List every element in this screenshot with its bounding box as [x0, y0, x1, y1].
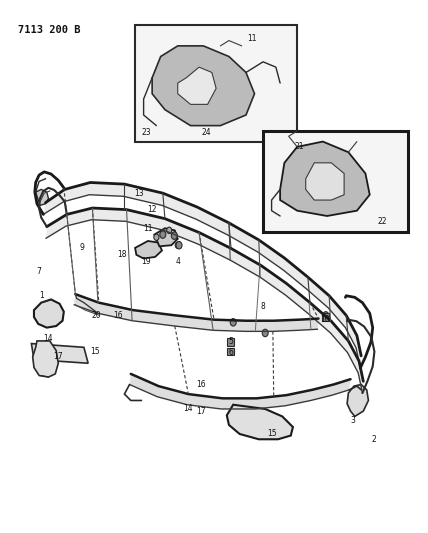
Circle shape — [160, 231, 166, 238]
Polygon shape — [98, 303, 133, 321]
Polygon shape — [157, 386, 188, 405]
Text: 15: 15 — [90, 347, 99, 356]
Bar — [135, 25, 297, 142]
Polygon shape — [89, 182, 125, 196]
Polygon shape — [230, 248, 261, 277]
Polygon shape — [33, 341, 58, 377]
Polygon shape — [283, 258, 308, 289]
Text: 1: 1 — [39, 291, 44, 300]
Polygon shape — [285, 390, 312, 406]
Polygon shape — [126, 209, 165, 230]
Text: 8: 8 — [261, 302, 265, 311]
Polygon shape — [311, 384, 333, 400]
Polygon shape — [221, 398, 257, 409]
Polygon shape — [273, 320, 299, 332]
Text: 16: 16 — [113, 311, 123, 320]
Circle shape — [166, 227, 172, 233]
Polygon shape — [43, 189, 65, 214]
Text: 23: 23 — [142, 128, 151, 137]
Text: 11: 11 — [143, 224, 153, 233]
Text: 10: 10 — [320, 315, 330, 324]
Polygon shape — [162, 193, 197, 219]
Text: 3: 3 — [350, 416, 355, 425]
Polygon shape — [74, 294, 99, 313]
Circle shape — [176, 241, 182, 249]
Polygon shape — [258, 240, 284, 270]
Polygon shape — [260, 265, 286, 295]
Polygon shape — [348, 341, 359, 373]
Polygon shape — [307, 277, 329, 308]
Polygon shape — [46, 214, 67, 238]
Polygon shape — [34, 300, 64, 328]
Text: 12: 12 — [147, 205, 157, 214]
Bar — [227, 348, 234, 356]
Text: 21: 21 — [294, 142, 304, 151]
Text: 17: 17 — [54, 352, 63, 361]
Text: 2: 2 — [372, 435, 376, 444]
Circle shape — [171, 232, 177, 239]
Circle shape — [323, 312, 329, 319]
Text: 15: 15 — [267, 430, 276, 439]
Text: 24: 24 — [202, 128, 211, 137]
Polygon shape — [227, 405, 293, 439]
Polygon shape — [256, 395, 286, 409]
Text: 7113 200 B: 7113 200 B — [18, 25, 80, 35]
Circle shape — [262, 329, 268, 337]
Polygon shape — [187, 394, 223, 409]
Bar — [227, 338, 234, 346]
Polygon shape — [132, 310, 175, 326]
Polygon shape — [175, 316, 214, 330]
Polygon shape — [198, 232, 231, 260]
Polygon shape — [164, 219, 199, 244]
Text: 11: 11 — [247, 34, 256, 43]
Text: 19: 19 — [141, 257, 151, 265]
Text: 5: 5 — [229, 337, 234, 346]
Polygon shape — [347, 384, 369, 416]
Polygon shape — [285, 284, 310, 314]
Polygon shape — [130, 374, 158, 397]
Bar — [263, 131, 408, 232]
Text: 20: 20 — [92, 311, 101, 320]
Polygon shape — [358, 361, 363, 393]
Polygon shape — [245, 321, 274, 332]
Polygon shape — [124, 184, 163, 205]
Polygon shape — [154, 228, 178, 246]
Polygon shape — [330, 321, 348, 353]
Polygon shape — [280, 142, 370, 216]
Text: 14: 14 — [43, 334, 53, 343]
Circle shape — [154, 234, 159, 240]
Polygon shape — [31, 344, 88, 364]
Text: 9: 9 — [79, 244, 84, 253]
Polygon shape — [135, 241, 162, 259]
Text: 16: 16 — [196, 380, 206, 389]
Circle shape — [230, 319, 236, 326]
Text: 17: 17 — [196, 407, 206, 416]
Polygon shape — [178, 67, 216, 104]
Text: 18: 18 — [118, 251, 127, 260]
Bar — [322, 313, 329, 321]
Polygon shape — [298, 319, 318, 330]
Polygon shape — [152, 46, 255, 126]
Polygon shape — [92, 208, 127, 221]
Polygon shape — [309, 303, 331, 333]
Text: 7: 7 — [37, 268, 42, 276]
Text: 4: 4 — [175, 257, 180, 265]
Polygon shape — [356, 336, 361, 368]
Polygon shape — [213, 320, 246, 332]
Polygon shape — [196, 207, 229, 235]
Text: 14: 14 — [184, 405, 193, 414]
Text: 22: 22 — [377, 217, 387, 227]
Polygon shape — [66, 208, 92, 226]
Circle shape — [175, 242, 180, 248]
Text: 6: 6 — [229, 348, 234, 357]
Polygon shape — [328, 296, 346, 328]
Text: 13: 13 — [134, 189, 144, 198]
Polygon shape — [332, 379, 351, 395]
Polygon shape — [345, 316, 357, 348]
Polygon shape — [64, 182, 90, 201]
Polygon shape — [306, 163, 344, 200]
Polygon shape — [36, 189, 48, 205]
Polygon shape — [228, 223, 259, 252]
